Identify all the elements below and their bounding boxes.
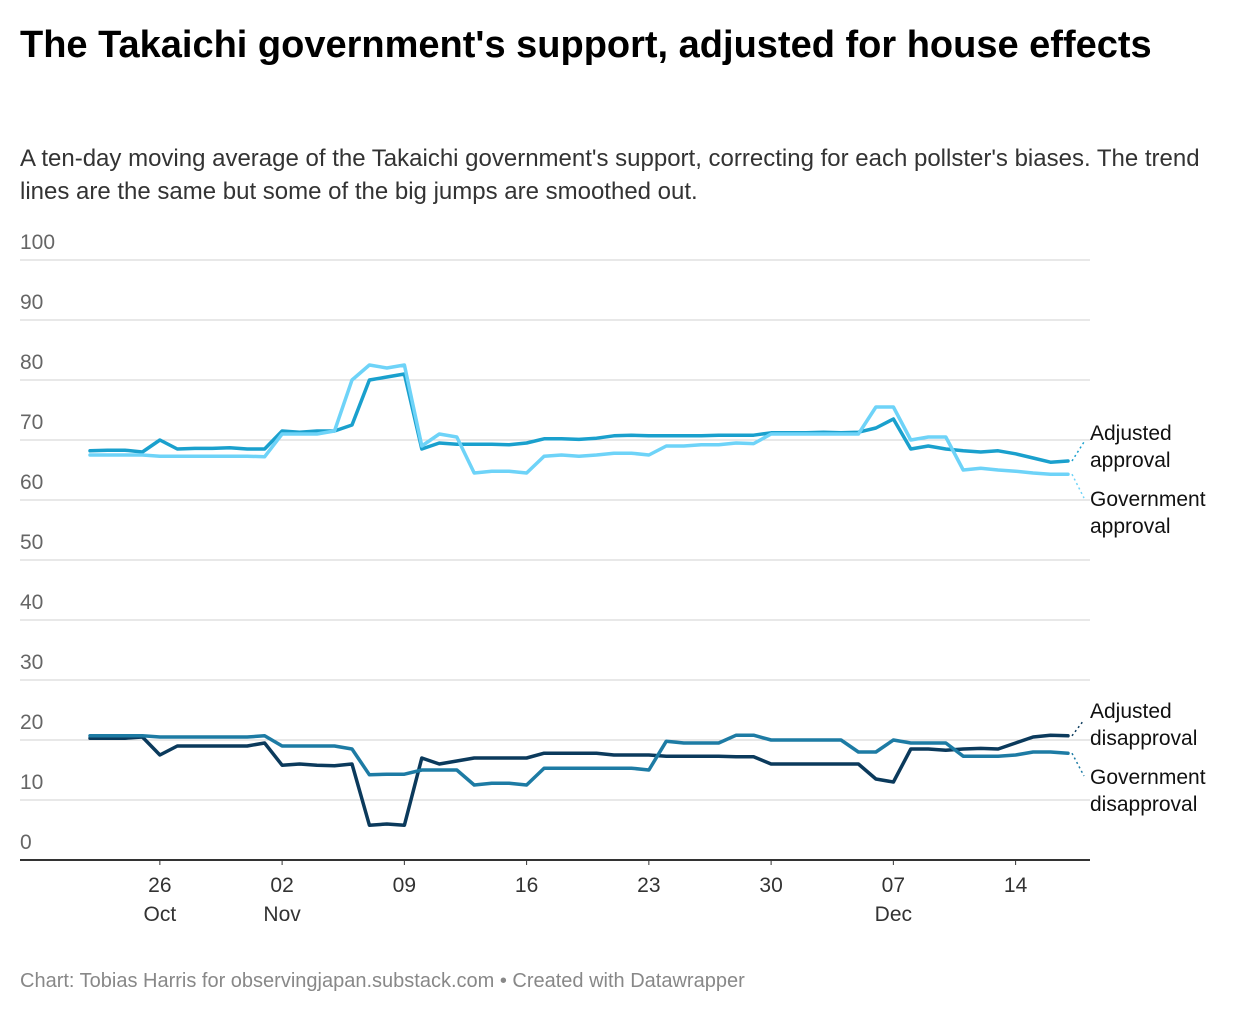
label-connector xyxy=(1071,473,1085,499)
y-tick-label: 10 xyxy=(20,771,43,794)
y-tick-label: 60 xyxy=(20,471,43,494)
chart-subtitle: A ten-day moving average of the Takaichi… xyxy=(20,145,1200,205)
x-tick-label: 02 Nov xyxy=(263,874,301,926)
y-tick-label: 30 xyxy=(20,651,43,674)
x-tick-label: 23 xyxy=(637,874,661,897)
x-tick-label: 26 Oct xyxy=(143,874,177,926)
y-tick-label: 0 xyxy=(20,831,32,854)
series-label: Adjusted disapproval xyxy=(1090,700,1198,750)
series-label: Adjusted approval xyxy=(1090,422,1172,472)
x-tick-label: 30 xyxy=(759,874,783,897)
y-tick-label: 40 xyxy=(20,591,43,614)
label-connector xyxy=(1071,719,1085,737)
y-tick-label: 90 xyxy=(20,291,43,314)
series-label: Government approval xyxy=(1090,488,1206,538)
chart-title: The Takaichi government's support, adjus… xyxy=(20,24,1152,66)
series-line xyxy=(88,733,1070,787)
series-line xyxy=(88,363,1070,476)
x-tick-label: 09 xyxy=(392,874,417,897)
y-tick-label: 50 xyxy=(20,531,43,554)
label-connector xyxy=(1071,752,1085,777)
y-tick-label: 20 xyxy=(20,711,43,734)
x-tick-label: 07 Dec xyxy=(874,874,913,926)
x-tick-label: 16 xyxy=(514,874,539,897)
label-connector xyxy=(1071,441,1085,462)
y-tick-label: 70 xyxy=(20,411,43,434)
x-tick-label: 14 xyxy=(1003,874,1028,897)
chart-footer: Chart: Tobias Harris for observingjapan.… xyxy=(20,970,745,992)
y-tick-label: 100 xyxy=(20,231,55,254)
series-label: Government disapproval xyxy=(1090,766,1206,816)
y-tick-label: 80 xyxy=(20,351,43,374)
series-line xyxy=(88,733,1070,827)
series-line xyxy=(88,372,1070,464)
